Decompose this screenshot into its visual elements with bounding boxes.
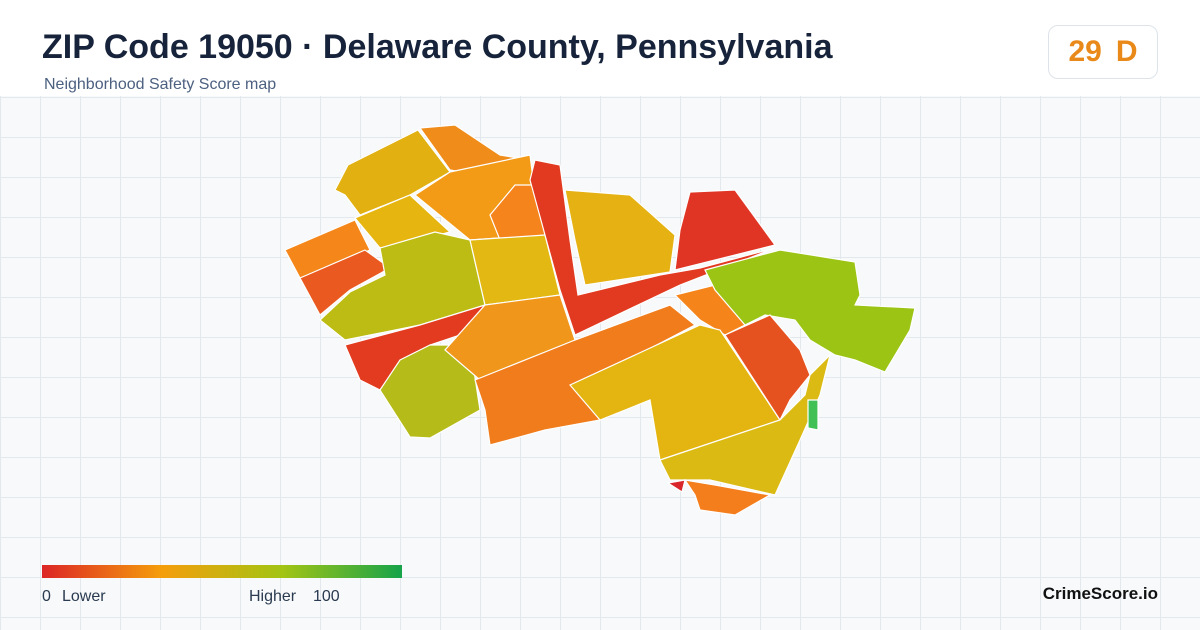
legend-max-label: Higher [249,588,297,605]
region [807,399,819,431]
grade: D [1115,35,1138,68]
brand: CrimeScore.io [1042,584,1158,603]
legend-gradient [42,565,402,578]
region [683,479,772,516]
region [666,479,686,493]
legend-min: 0 [42,588,51,605]
region [674,189,777,271]
region [529,159,776,336]
region [299,249,392,316]
score: 29 [1068,35,1102,68]
region [284,219,371,279]
header [0,0,1200,96]
legend-max: 100 [313,588,340,605]
score-badge: 29 D [1048,25,1158,79]
legend-min-label: Lower [62,588,106,605]
region [564,189,676,286]
region [469,234,561,306]
region [319,231,486,341]
region [379,344,481,439]
title: ZIP Code 19050 · Delaware County, Pennsy… [42,28,833,66]
region [659,353,832,496]
region [704,249,916,373]
subtitle: Neighborhood Safety Score map [44,76,277,93]
